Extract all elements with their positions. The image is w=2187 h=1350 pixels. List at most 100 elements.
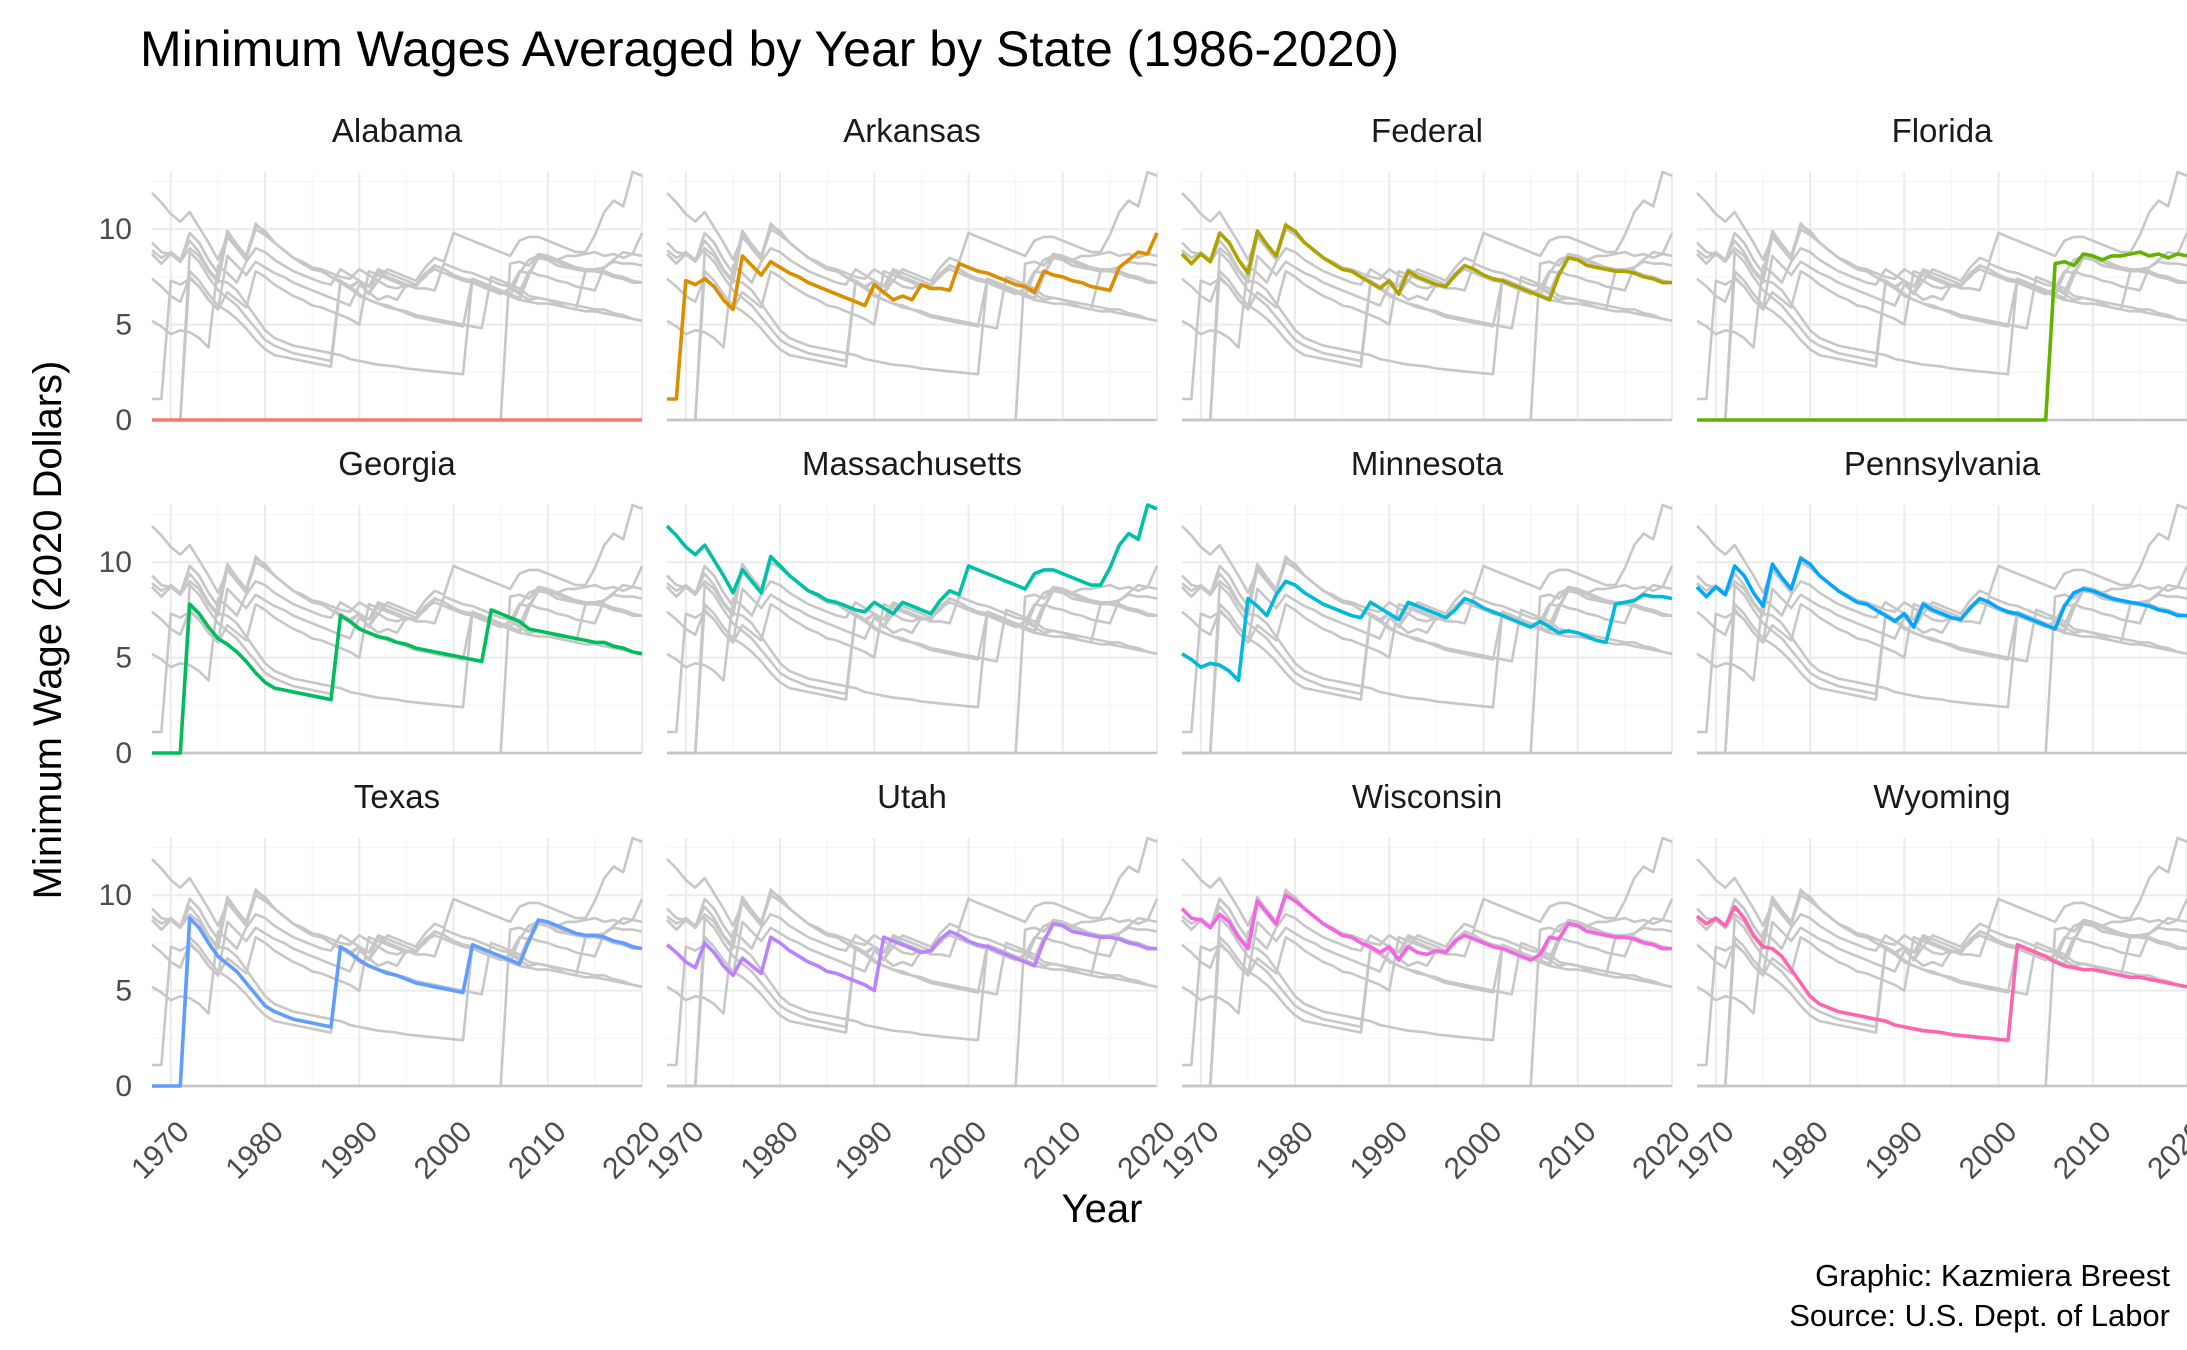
background-line-texas (1182, 583, 1673, 755)
background-line-wyoming (151, 239, 643, 376)
background-line-wyoming (1696, 572, 2187, 709)
background-line-pennsylvania (151, 557, 642, 631)
background-line-wyoming (151, 905, 643, 1042)
background-line-florida (152, 583, 643, 755)
facet-label-alabama: Alabama (332, 112, 463, 149)
y-tick-label: 5 (115, 642, 132, 675)
background-line-wisconsin (1696, 227, 2187, 296)
background-line-texas (667, 916, 1158, 1088)
background-line-texas (1697, 916, 2187, 1088)
background-line-florida (1182, 250, 1673, 422)
panel-federal: Federal (1180, 112, 1674, 422)
panel-minnesota: Minnesota (1181, 445, 1674, 755)
series-line-georgia (152, 602, 643, 755)
background-line-wisconsin (666, 227, 1157, 296)
background-line-texas (152, 250, 643, 422)
facet-label-utah: Utah (877, 778, 947, 815)
background-line-arkansas (1182, 898, 1674, 1067)
series-line-florida (1697, 250, 2187, 422)
y-tick-label: 0 (115, 737, 132, 770)
caption-graphic: Graphic: Kazmiera Breest (1815, 1258, 2170, 1293)
y-tick-label: 5 (115, 975, 132, 1008)
panel-georgia: Georgia 0 5 10 (99, 445, 644, 770)
background-line-arkansas (1182, 232, 1674, 401)
background-line-florida (152, 916, 643, 1088)
background-line-arkansas (667, 565, 1159, 734)
facet-label-pennsylvania: Pennsylvania (1844, 445, 2041, 482)
background-line-pennsylvania (1696, 890, 2187, 964)
y-axis-title: Minimum Wage (2020 Dollars) (26, 361, 70, 900)
background-line-pennsylvania (151, 224, 642, 298)
background-line-florida (667, 583, 1158, 755)
panel-florida: Florida (1696, 112, 2187, 422)
background-line-arkansas (667, 898, 1159, 1067)
background-line-wyoming (1696, 239, 2187, 376)
panel-massachusetts: Massachusetts (665, 445, 1159, 755)
series-line-texas (152, 916, 643, 1088)
facet-label-federal: Federal (1371, 112, 1483, 149)
facet-label-wisconsin: Wisconsin (1352, 778, 1502, 815)
background-line-arkansas (152, 898, 644, 1067)
background-line-texas (1182, 916, 1673, 1088)
series-line-pennsylvania (1695, 556, 2187, 631)
series-line-federal (1180, 223, 1672, 302)
series-line-wyoming (1695, 904, 2187, 1042)
background-line-wisconsin (151, 227, 642, 296)
background-line-florida (1182, 583, 1673, 755)
background-line-pennsylvania (666, 557, 1157, 631)
chart-title: Minimum Wages Averaged by Year by State … (140, 21, 1399, 77)
background-line-texas (667, 250, 1158, 422)
background-line-wisconsin (151, 893, 642, 962)
background-line-florida (667, 250, 1158, 422)
background-line-arkansas (1697, 565, 2187, 734)
background-line-arkansas (1697, 232, 2187, 401)
background-line-wisconsin (1696, 893, 2187, 962)
background-line-florida (1697, 583, 2187, 755)
y-tick-label: 0 (115, 404, 132, 437)
y-tick-label: 0 (115, 1070, 132, 1103)
background-line-pennsylvania (666, 224, 1157, 298)
background-line-wyoming (666, 905, 1158, 1042)
background-line-wyoming (1181, 905, 1673, 1042)
background-line-pennsylvania (1181, 557, 1672, 631)
background-line-wyoming (666, 572, 1158, 709)
background-line-wyoming (666, 239, 1158, 376)
facet-label-wyoming: Wyoming (1873, 778, 2010, 815)
background-line-texas (1182, 250, 1673, 422)
background-line-texas (1697, 250, 2187, 422)
y-tick-label: 10 (99, 213, 132, 246)
series-line-minnesota (1181, 579, 1673, 683)
y-tick-label: 10 (99, 546, 132, 579)
series-line-massachusetts (665, 503, 1158, 616)
background-line-wisconsin (151, 560, 642, 629)
facet-label-massachusetts: Massachusetts (802, 445, 1022, 482)
caption-source: Source: U.S. Dept. of Labor (1789, 1298, 2170, 1333)
facet-label-arkansas: Arkansas (843, 112, 981, 149)
panel-arkansas: Arkansas (666, 112, 1159, 422)
background-line-pennsylvania (1696, 224, 2187, 298)
background-line-florida (667, 916, 1158, 1088)
panel-pennsylvania: Pennsylvania (1695, 445, 2187, 755)
x-axis-title: Year (1062, 1187, 1143, 1231)
background-line-florida (1182, 916, 1673, 1088)
facet-label-minnesota: Minnesota (1351, 445, 1504, 482)
series-line-arkansas (667, 232, 1159, 401)
background-line-wyoming (1181, 239, 1673, 376)
background-line-wyoming (151, 572, 643, 709)
y-tick-label: 10 (99, 879, 132, 912)
facet-label-georgia: Georgia (338, 445, 456, 482)
background-line-arkansas (1182, 565, 1674, 734)
facet-label-texas: Texas (354, 778, 440, 815)
facet-label-florida: Florida (1892, 112, 1994, 149)
series-line-utah (665, 921, 1157, 993)
series-line-wisconsin (1180, 893, 1672, 962)
background-line-arkansas (152, 232, 644, 401)
background-line-florida (1697, 916, 2187, 1088)
background-line-texas (667, 583, 1158, 755)
panel-alabama: Alabama 0 5 10 (99, 112, 644, 437)
y-tick-label: 5 (115, 309, 132, 342)
background-line-arkansas (1697, 898, 2187, 1067)
